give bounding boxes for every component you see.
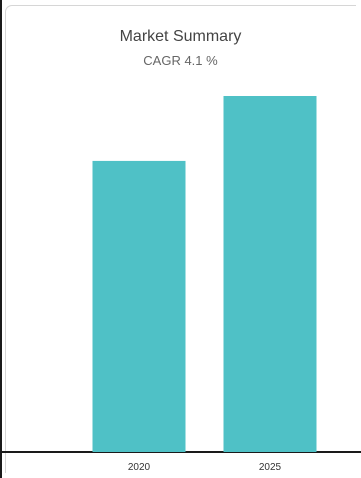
chart-title: Market Summary [119,28,242,45]
x-tick-label-2020: 2020 [128,462,151,473]
bar-2020 [92,160,186,452]
x-tick-label-2025: 2025 [259,462,282,473]
chart-subtitle: CAGR 4.1 % [143,53,218,68]
bar-2025 [223,96,317,452]
left-border [0,0,2,478]
